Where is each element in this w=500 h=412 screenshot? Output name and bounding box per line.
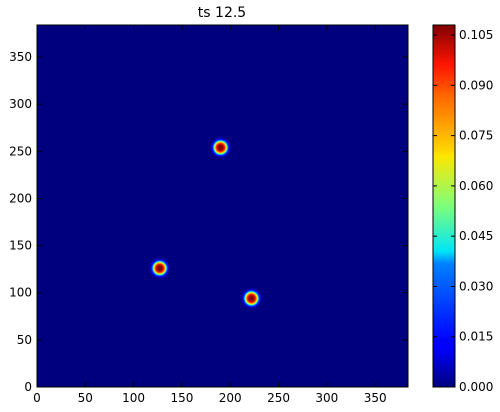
colorbar-tick-label: 0.105	[459, 28, 493, 42]
colorbar-tick-label: 0.000	[459, 380, 493, 394]
y-tick-label: 100	[9, 286, 32, 300]
x-axis: 0 50 100 150 200 250 300 350	[33, 25, 387, 405]
colorbar-tick-label: 0.090	[459, 78, 493, 92]
peak-ring	[159, 267, 161, 269]
plot-area	[36, 24, 409, 388]
x-tick-label: 50	[78, 391, 93, 405]
colorbar-ticks: 0.000 0.015 0.030 0.045 0.060 0.075 0.090 0.105	[433, 28, 493, 394]
x-tick-label: 100	[122, 391, 145, 405]
y-tick-label: 250	[9, 144, 32, 158]
colorbar-tick-label: 0.030	[459, 279, 493, 293]
peak-ring	[250, 297, 253, 299]
colorbar-tick-label: 0.075	[459, 129, 493, 143]
plot-frame	[36, 24, 409, 388]
y-tick-label: 0	[24, 380, 32, 394]
x-tick-label: 0	[33, 391, 41, 405]
heatmap-peak	[238, 285, 265, 312]
x-tick-label: 350	[364, 391, 387, 405]
colorbar: 0.000 0.015 0.030 0.045 0.060 0.075 0.090 0.105	[432, 24, 493, 394]
x-tick-label: 250	[267, 391, 290, 405]
heatmap-peaks	[146, 134, 265, 312]
x-tick-label: 300	[315, 391, 338, 405]
y-tick-label: 50	[17, 333, 32, 347]
heatmap-background	[37, 25, 408, 387]
colorbar-tick-label: 0.015	[459, 330, 493, 344]
y-axis: 0 50 100 150 200 250 300 350	[9, 50, 408, 394]
x-tick-label: 150	[170, 391, 193, 405]
x-tick-label: 200	[219, 391, 242, 405]
colorbar-tick-label: 0.060	[459, 179, 493, 193]
y-tick-label: 350	[9, 50, 32, 64]
heatmap-peak	[146, 255, 173, 282]
heatmap-peak	[207, 134, 234, 161]
y-tick-label: 150	[9, 239, 32, 253]
y-tick-label: 300	[9, 97, 32, 111]
y-tick-label: 200	[9, 191, 32, 205]
chart-title: ts 12.5	[198, 5, 246, 21]
colorbar-tick-label: 0.045	[459, 229, 493, 243]
colorbar-gradient	[432, 24, 456, 388]
peak-ring	[219, 146, 222, 149]
